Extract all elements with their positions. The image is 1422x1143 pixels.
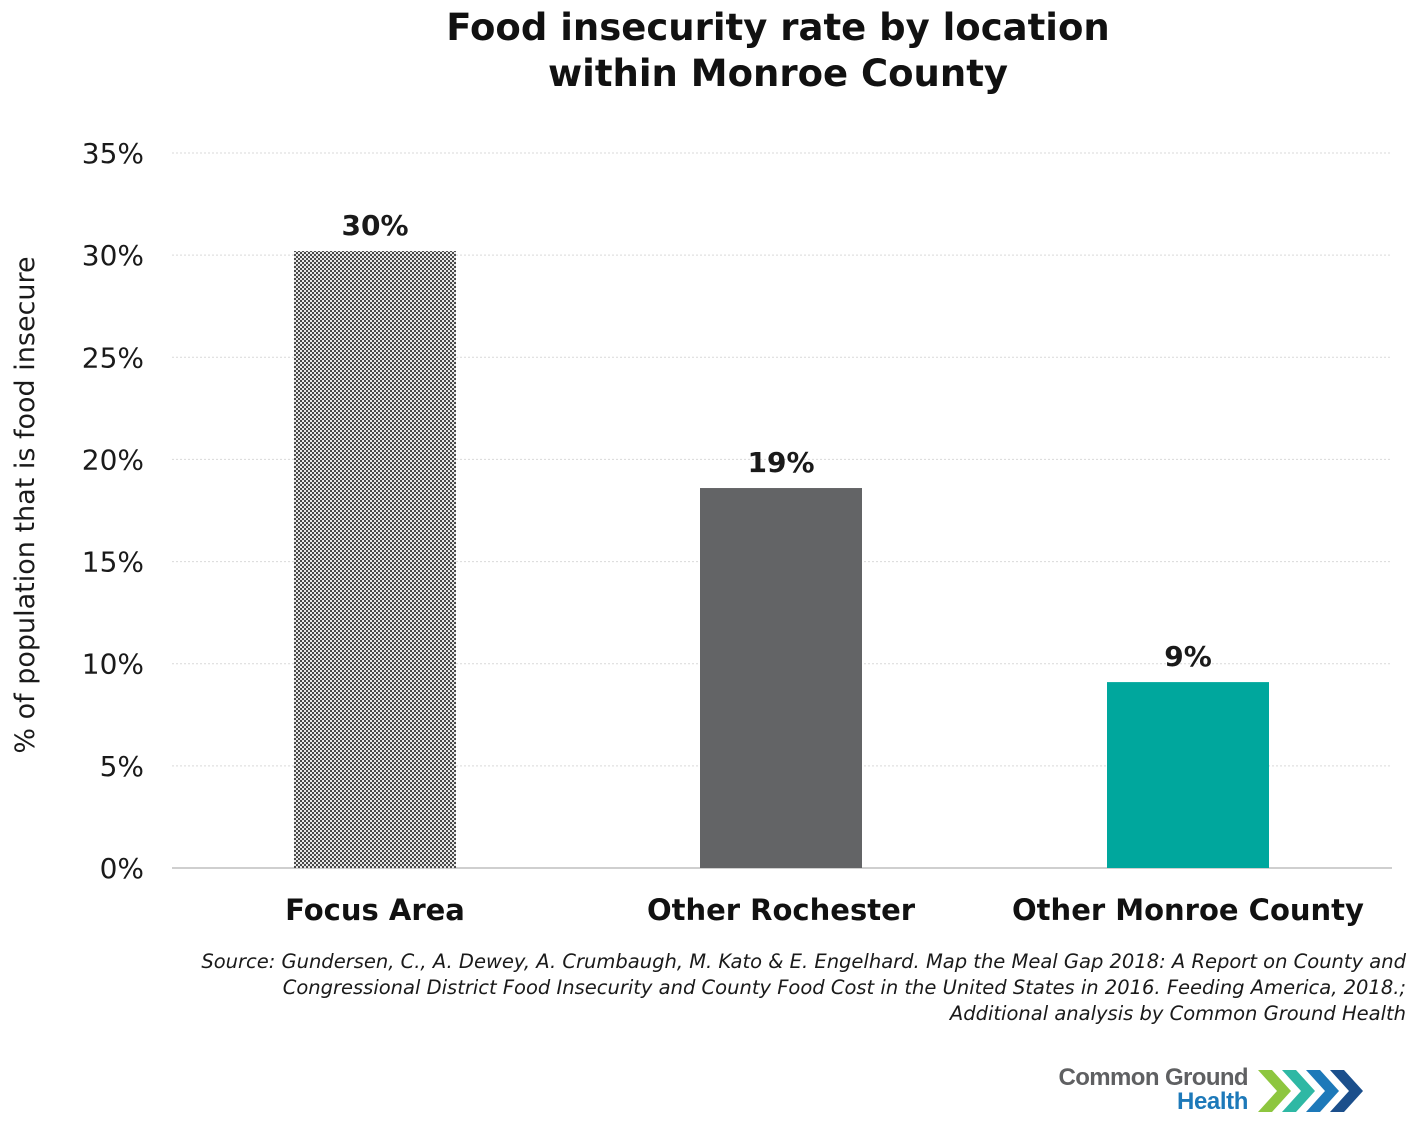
data-label: 19% xyxy=(747,446,814,479)
y-tick-label: 0% xyxy=(100,852,144,885)
source-line-3: Additional analysis by Common Ground Hea… xyxy=(949,1002,1406,1025)
bar-other-monroe-county xyxy=(1107,682,1269,868)
chart-title-line-2: within Monroe County xyxy=(548,52,1008,95)
x-tick-label: Other Monroe County xyxy=(1012,893,1364,927)
logo-line-1: Common Ground xyxy=(1058,1064,1248,1091)
bar-chart: Food insecurity rate by location within … xyxy=(10,6,1392,927)
data-label: 30% xyxy=(341,209,408,242)
y-tick-label: 25% xyxy=(82,341,144,374)
source-line-2: Congressional District Food Insecurity a… xyxy=(282,976,1406,999)
data-labels: 30% 19% 9% xyxy=(341,209,1211,673)
common-ground-health-logo: Common Ground Health xyxy=(1058,1064,1370,1120)
chevron-3 xyxy=(1306,1070,1339,1112)
y-tick-label: 15% xyxy=(82,546,144,579)
chevrons-icon xyxy=(1258,1070,1363,1112)
bar-other-rochester xyxy=(700,488,862,868)
chevron-2 xyxy=(1282,1070,1315,1112)
source-line-1: Source: Gundersen, C., A. Dewey, A. Crum… xyxy=(201,950,1406,973)
logo-line-2: Health xyxy=(1177,1088,1248,1115)
source-note: Source: Gundersen, C., A. Dewey, A. Crum… xyxy=(76,949,1406,1027)
bars xyxy=(294,251,1269,869)
logo-text: Common Ground Health xyxy=(1058,1066,1248,1114)
y-axis-label: % of population that is food insecure xyxy=(10,256,41,753)
y-tick-label: 35% xyxy=(82,137,144,170)
x-tick-label: Focus Area xyxy=(285,893,465,927)
x-axis-labels: Focus Area Other Rochester Other Monroe Co… xyxy=(285,893,1364,927)
bar-focus-area xyxy=(294,251,456,869)
data-label: 9% xyxy=(1164,640,1212,673)
chevron-1 xyxy=(1258,1070,1291,1112)
chart-title-line-1: Food insecurity rate by location xyxy=(446,6,1110,49)
y-axis-ticks: 0% 5% 10% 15% 20% 25% 30% 35% xyxy=(82,137,144,885)
y-tick-label: 5% xyxy=(100,750,144,783)
y-tick-label: 10% xyxy=(82,648,144,681)
x-tick-label: Other Rochester xyxy=(647,893,916,927)
y-tick-label: 30% xyxy=(82,239,144,272)
chevron-4 xyxy=(1330,1070,1363,1112)
y-tick-label: 20% xyxy=(82,443,144,476)
